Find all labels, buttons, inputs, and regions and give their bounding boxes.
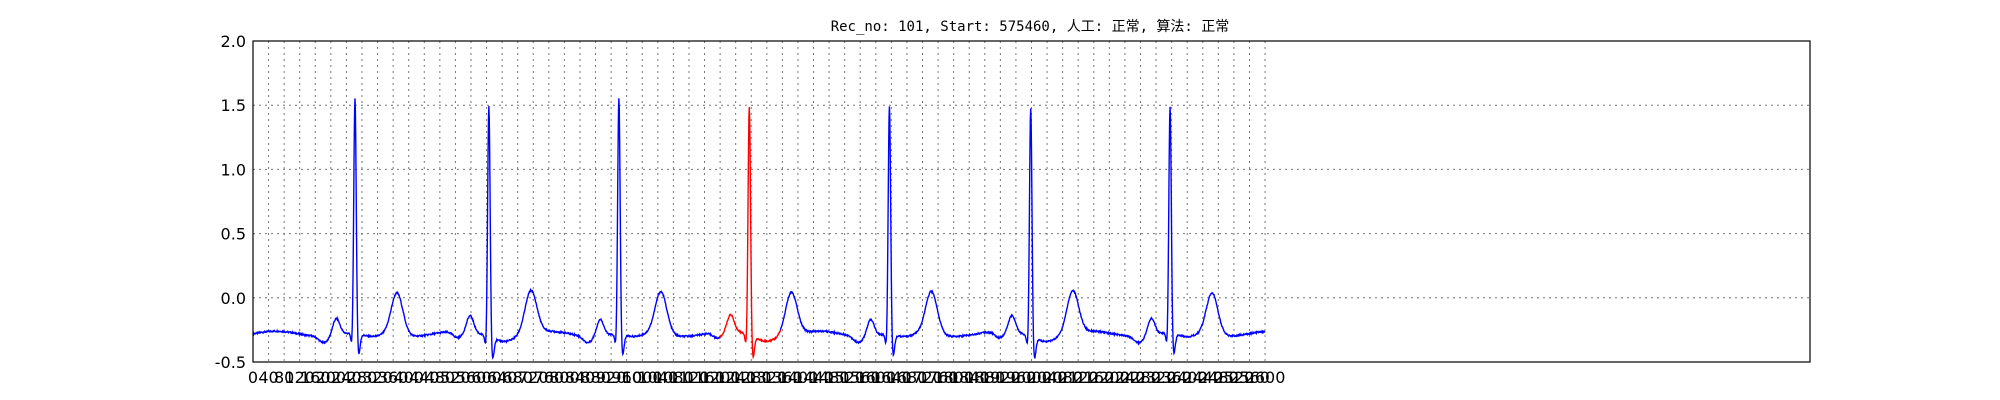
x-tick-label: 1720 xyxy=(902,368,943,387)
y-tick-label: 0.0 xyxy=(221,289,246,308)
x-tick-label: 1880 xyxy=(964,368,1005,387)
x-tick-label: 0 xyxy=(248,368,258,387)
x-tick-label: 1480 xyxy=(809,368,850,387)
x-tick-label: 1440 xyxy=(793,368,834,387)
y-tick-label: 1.0 xyxy=(221,160,246,179)
x-tick-label: 2480 xyxy=(1198,368,1239,387)
chart-title: Rec_no: 101, Start: 575460, 人工: 正常, 算法: … xyxy=(831,19,1230,35)
x-tick-label: 2120 xyxy=(1058,368,1099,387)
x-tick-label: 40 xyxy=(258,368,278,387)
x-tick-label: 120 xyxy=(284,368,315,387)
x-tick-label: 400 xyxy=(393,368,424,387)
x-tick-label: 240 xyxy=(331,368,362,387)
y-tick-label: -0.5 xyxy=(215,353,246,372)
x-tick-label: 1200 xyxy=(700,368,741,387)
x-tick-label: 2600 xyxy=(1245,368,1286,387)
x-tick-label: 2160 xyxy=(1073,368,1114,387)
x-tick-label: 480 xyxy=(425,368,456,387)
x-tick-label: 2240 xyxy=(1105,368,1146,387)
x-tick-label: 80 xyxy=(274,368,294,387)
x-tick-label: 1400 xyxy=(778,368,819,387)
x-tick-label: 1920 xyxy=(980,368,1021,387)
x-tick-label: 760 xyxy=(534,368,565,387)
x-tick-label: 1320 xyxy=(746,368,787,387)
x-tick-label: 160 xyxy=(300,368,331,387)
ecg-line-highlight xyxy=(719,107,782,360)
x-tick-label: 1160 xyxy=(684,368,725,387)
x-tick-label: 960 xyxy=(611,368,642,387)
x-tick-label: 640 xyxy=(487,368,518,387)
x-tick-label: 1240 xyxy=(715,368,756,387)
x-tick-label: 1280 xyxy=(731,368,772,387)
x-tick-label: 600 xyxy=(471,368,502,387)
x-tick-label: 880 xyxy=(580,368,611,387)
x-tick-label: 800 xyxy=(549,368,580,387)
x-tick-label: 1840 xyxy=(949,368,990,387)
x-tick-label: 2400 xyxy=(1167,368,1208,387)
y-tick-labels: -0.5 0.0 0.5 1.0 1.5 2.0 xyxy=(215,32,246,372)
x-tick-label: 2280 xyxy=(1120,368,1161,387)
ecg-line-normal xyxy=(779,106,1266,359)
x-tick-label: 1040 xyxy=(637,368,678,387)
x-tick-label: 2440 xyxy=(1182,368,1223,387)
x-tick-label: 2320 xyxy=(1136,368,1177,387)
x-tick-label: 2040 xyxy=(1027,368,1068,387)
y-tick-label: 0.5 xyxy=(221,225,246,244)
x-tick-label: 1120 xyxy=(669,368,710,387)
x-tick-label: 520 xyxy=(440,368,471,387)
x-tick-label: 280 xyxy=(347,368,378,387)
x-tick-label: 440 xyxy=(409,368,440,387)
x-tick-label: 1520 xyxy=(824,368,865,387)
x-tick-label: 920 xyxy=(596,368,627,387)
x-tick-label: 2360 xyxy=(1151,368,1192,387)
ecg-line-normal xyxy=(252,98,721,360)
y-tick-label: 2.0 xyxy=(221,32,246,51)
x-tick-label: 1000 xyxy=(622,368,663,387)
x-tick-label: 360 xyxy=(378,368,409,387)
x-tick-label: 1560 xyxy=(840,368,881,387)
x-tick-label: 2080 xyxy=(1042,368,1083,387)
x-tick-label: 1680 xyxy=(887,368,928,387)
x-tick-label: 200 xyxy=(316,368,347,387)
x-tick-label: 2200 xyxy=(1089,368,1130,387)
plot-frame xyxy=(252,40,1811,363)
ecg-series xyxy=(252,98,1266,360)
x-tick-labels: 0 408012016020024028032036040044048052056… xyxy=(248,368,1286,387)
x-tick-label: 1960 xyxy=(996,368,1037,387)
x-tick-label: 320 xyxy=(362,368,393,387)
x-tick-label: 720 xyxy=(518,368,549,387)
x-tick-label: 1360 xyxy=(762,368,803,387)
x-tick-label: 1080 xyxy=(653,368,694,387)
x-tick-label: 1640 xyxy=(871,368,912,387)
x-tick-label: 680 xyxy=(502,368,533,387)
y-tick-label: 1.5 xyxy=(221,96,246,115)
x-tick-label: 2000 xyxy=(1011,368,1052,387)
x-tick-label: 560 xyxy=(456,368,487,387)
x-tick-label: 1760 xyxy=(918,368,959,387)
x-tick-label: 1600 xyxy=(855,368,896,387)
x-tick-label: 2560 xyxy=(1229,368,1270,387)
x-tick-label: 2520 xyxy=(1214,368,1255,387)
x-tick-label: 1800 xyxy=(933,368,974,387)
x-tick-label: 840 xyxy=(565,368,596,387)
